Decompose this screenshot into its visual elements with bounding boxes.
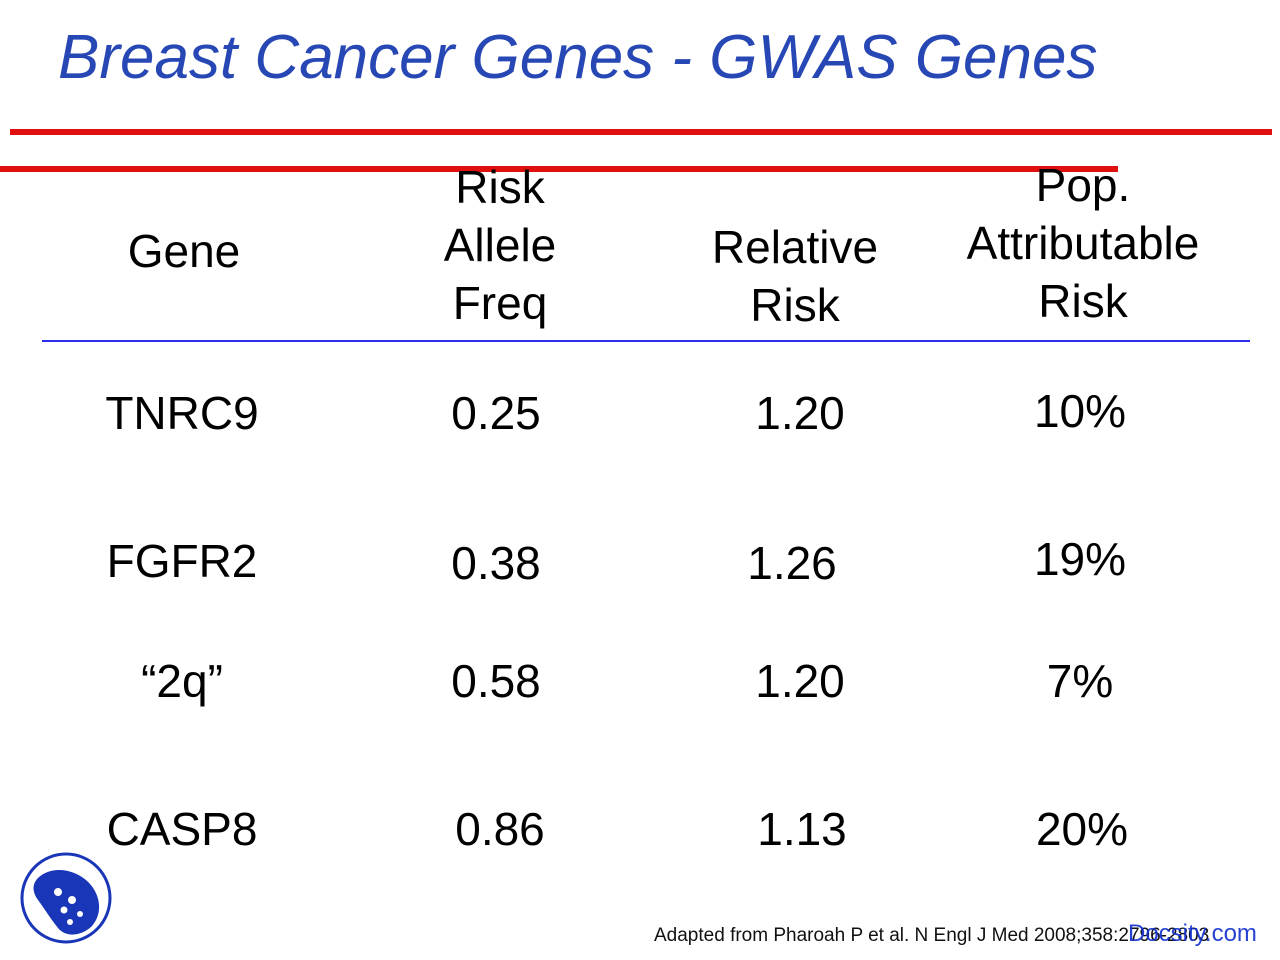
- header-relative-risk-line-2: Risk: [750, 279, 840, 331]
- table-row-3-rr: 1.20: [755, 655, 845, 707]
- table-row-3-gene: “2q”: [141, 655, 223, 707]
- slide-title: Breast Cancer Genes - GWAS Genes: [58, 23, 1098, 92]
- header-risk-allele-freq-line-3: Freq: [452, 277, 548, 329]
- table-row-2-freq: 0.38: [451, 537, 541, 589]
- header-pop-attributable-risk: Pop. Attributable Risk: [942, 156, 1224, 330]
- table-row-3-par: 7%: [1046, 655, 1114, 707]
- table-row-4-freq: 0.86: [455, 803, 545, 855]
- title-divider-bottom: [0, 166, 1118, 172]
- table-row-1-par: 10%: [1033, 385, 1127, 437]
- shield-logo-icon: [20, 852, 112, 944]
- header-pop-attributable-risk-line-3: Risk: [1038, 275, 1128, 327]
- table-row-2-par: 19%: [1033, 533, 1127, 585]
- table-row-4-par: 20%: [1035, 803, 1129, 855]
- table-row-4-rr: 1.13: [757, 803, 847, 855]
- table-row-2-gene: FGFR2: [106, 535, 258, 587]
- table-row-1-rr: 1.20: [755, 387, 845, 439]
- header-gene: Gene: [84, 222, 284, 280]
- header-pop-attributable-risk-line-2: Attributable: [966, 217, 1200, 269]
- header-risk-allele-freq: Risk Allele Freq: [398, 158, 602, 332]
- header-gene-line-1: Gene: [127, 225, 241, 277]
- header-risk-allele-freq-line-1: Risk: [455, 161, 545, 213]
- table-row-1-gene: TNRC9: [105, 387, 259, 439]
- title-divider-top: [10, 129, 1272, 135]
- table-row-2-rr: 1.26: [747, 537, 837, 589]
- header-risk-allele-freq-line-2: Allele: [443, 219, 557, 271]
- header-relative-risk: Relative Risk: [680, 218, 910, 334]
- header-divider: [42, 340, 1250, 342]
- table-row-3-freq: 0.58: [451, 655, 541, 707]
- table-row-4-gene: CASP8: [106, 803, 258, 855]
- header-pop-attributable-risk-line-1: Pop.: [1035, 159, 1131, 211]
- source-citation: Adapted from Pharoah P et al. N Engl J M…: [654, 925, 1210, 946]
- table-row-1-freq: 0.25: [451, 387, 541, 439]
- header-relative-risk-line-1: Relative: [711, 221, 879, 273]
- watermark[interactable]: Docsity.com: [1128, 920, 1257, 947]
